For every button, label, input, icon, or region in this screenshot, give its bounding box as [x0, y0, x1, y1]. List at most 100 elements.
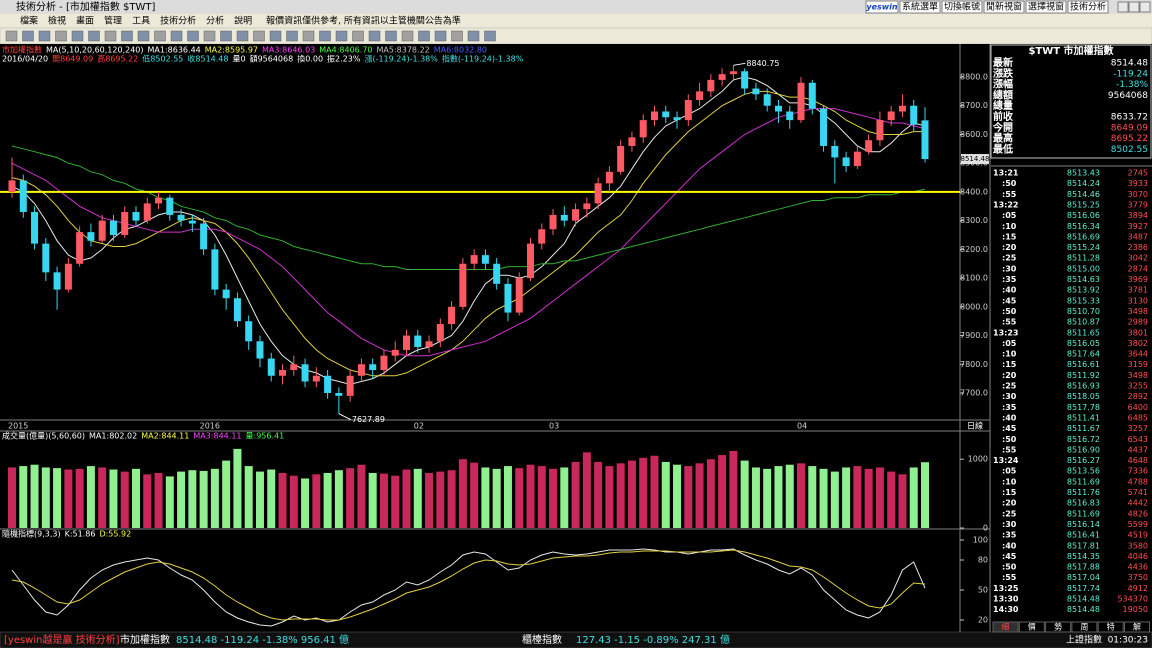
menu-item[interactable]: 分析: [206, 15, 224, 27]
window-button[interactable]: [941, 0, 983, 14]
toolbar-icon[interactable]: [187, 30, 199, 42]
tab-label[interactable]: 勢: [1054, 622, 1062, 632]
toolbar-icon[interactable]: [335, 30, 348, 42]
toolbar-icon[interactable]: [253, 30, 265, 42]
window-button[interactable]: [1067, 0, 1109, 14]
chart-subheader: 低8502.55: [142, 54, 183, 64]
tab-label[interactable]: 特: [1107, 622, 1115, 632]
window-button-label[interactable]: 閒新視窗: [986, 1, 1022, 13]
candle-body: [8, 180, 16, 192]
toolbar-icon[interactable]: [368, 30, 381, 42]
volume-bar: [323, 472, 332, 528]
toolbar-icon[interactable]: [38, 30, 51, 42]
volume-bar: [729, 450, 738, 528]
toolbar-icon[interactable]: [484, 30, 496, 42]
indicator-line: [11, 549, 926, 621]
tab-label[interactable]: 細: [1002, 622, 1010, 632]
tick-price: 8511.28: [1067, 254, 1100, 263]
window-control[interactable]: [1128, 1, 1140, 13]
volume-bar: [447, 470, 456, 528]
tab[interactable]: [992, 621, 1019, 633]
toolbar-icon[interactable]: [286, 30, 298, 42]
tick-volume: 3894: [1128, 211, 1148, 220]
toolbar-icon[interactable]: [104, 30, 117, 42]
tick-price: 8517.78: [1067, 403, 1100, 412]
x-tick-label: 02: [414, 422, 424, 431]
tab[interactable]: [1045, 621, 1072, 633]
tick-volume: 534370: [1117, 595, 1148, 604]
chart-header: D:55.92: [99, 530, 131, 539]
toolbar-icon[interactable]: [352, 30, 364, 42]
toolbar-icon[interactable]: [236, 30, 249, 42]
y-tick-label: 100: [973, 536, 988, 545]
menu-item[interactable]: 畫面: [76, 15, 94, 27]
window-button-label[interactable]: 切換帳號: [944, 1, 980, 13]
window-button-label[interactable]: 選擇視窗: [1028, 1, 1064, 13]
tick-price: 8515.25: [1067, 200, 1100, 209]
tick-volume: 6400: [1128, 403, 1148, 412]
toolbar-icon[interactable]: [434, 30, 447, 42]
toolbar-icon[interactable]: [5, 30, 18, 42]
volume-bar: [898, 474, 907, 528]
menu-item[interactable]: 管理: [104, 15, 122, 27]
tick-price: 8516.72: [1067, 435, 1100, 444]
tick-time: :40: [1002, 413, 1017, 422]
period-label: 日線: [967, 421, 983, 431]
tick-volume: 3255: [1128, 382, 1148, 391]
window-button-label[interactable]: 系統選單: [902, 1, 938, 13]
toolbar-icon[interactable]: [319, 30, 331, 42]
tab[interactable]: [1124, 621, 1150, 633]
toolbar-icon[interactable]: [451, 30, 463, 42]
menu-item[interactable]: 檢視: [48, 15, 66, 27]
toolbar-icon[interactable]: [55, 30, 67, 42]
y-tick-label: 80: [978, 556, 988, 565]
volume-bar: [188, 470, 197, 528]
candle-body: [245, 321, 253, 342]
toolbar-icon[interactable]: [467, 30, 480, 42]
y-tick-label: 8800.0: [960, 73, 988, 82]
toolbar-icon[interactable]: [220, 30, 232, 42]
toolbar-icon[interactable]: [88, 30, 100, 42]
menu-item[interactable]: 技術分析: [160, 15, 196, 27]
toolbar-icon[interactable]: [385, 30, 397, 42]
toolbar-icon[interactable]: [154, 30, 166, 42]
toolbar-icon[interactable]: [137, 30, 150, 42]
toolbar-icon[interactable]: [302, 30, 315, 42]
tick-volume: 3927: [1128, 222, 1148, 231]
candle-body: [786, 111, 794, 121]
toolbar-icon[interactable]: [418, 30, 430, 42]
tick-time: :20: [1002, 243, 1017, 252]
tab-label[interactable]: 價: [1028, 623, 1036, 632]
window-control[interactable]: [1117, 1, 1129, 13]
toolbar-icon[interactable]: [401, 30, 414, 42]
toolbar-icon[interactable]: [203, 30, 216, 42]
tick-price: 8510.70: [1067, 307, 1100, 316]
toolbar-icon[interactable]: [71, 30, 84, 42]
toolbar-icon[interactable]: [170, 30, 183, 42]
window-control[interactable]: [1139, 1, 1151, 13]
tick-price: 8516.27: [1067, 456, 1100, 465]
y-tick-label: 7700.0: [960, 388, 988, 397]
toolbar-icon[interactable]: [22, 30, 34, 42]
window-button[interactable]: [983, 0, 1025, 14]
menu-item[interactable]: 說明: [234, 15, 252, 27]
toolbar-icon[interactable]: [269, 30, 282, 42]
tab[interactable]: [1071, 621, 1098, 633]
volume-bar: [842, 467, 851, 528]
chart-header: MA3:844.11: [193, 432, 241, 441]
menu-item[interactable]: 工具: [132, 16, 150, 27]
tab-label[interactable]: 解: [1133, 622, 1141, 632]
toolbar-icon[interactable]: [121, 30, 133, 42]
window-button-label[interactable]: 技術分析: [1070, 1, 1106, 13]
menu-item[interactable]: 檔案: [20, 15, 38, 27]
tab[interactable]: [1018, 621, 1045, 633]
window-button[interactable]: [1025, 0, 1067, 14]
tab-label[interactable]: 周: [1080, 623, 1088, 632]
window-button[interactable]: [899, 0, 941, 14]
candle-body: [324, 375, 332, 393]
quote-label: 總額: [993, 88, 1013, 101]
tab[interactable]: [1097, 621, 1124, 633]
tick-time: :35: [1002, 531, 1017, 540]
tick-price: 8514.48: [1067, 595, 1100, 604]
quote-value: -119.24: [1113, 69, 1148, 79]
